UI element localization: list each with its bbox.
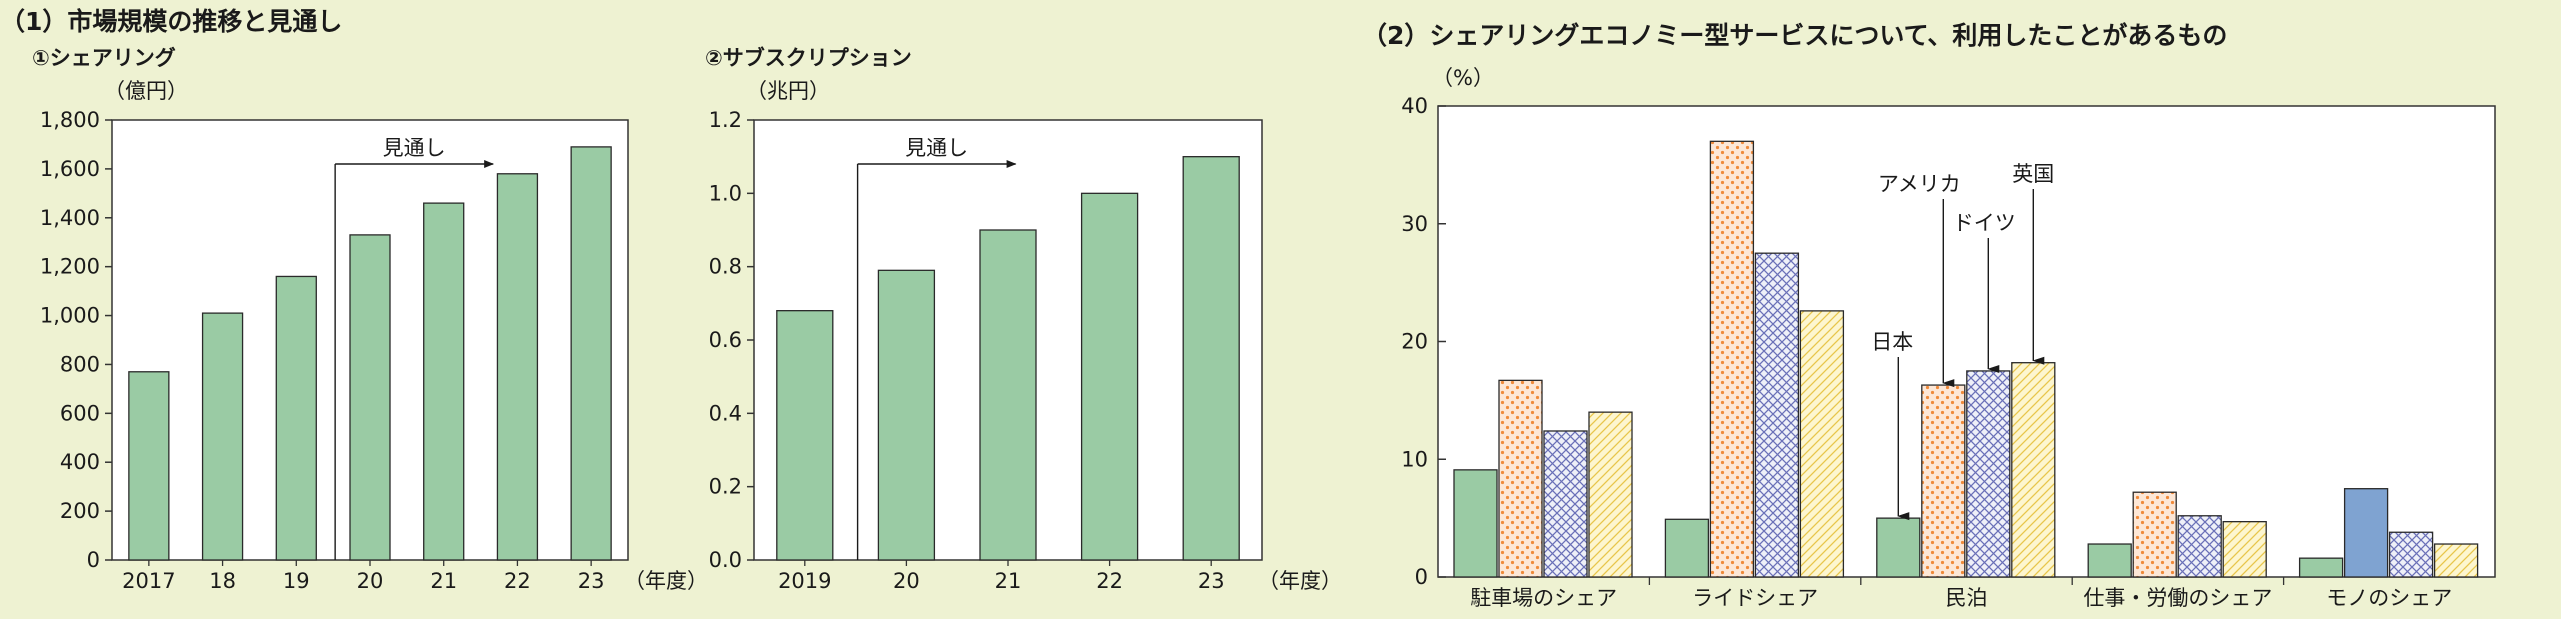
chart1-bar	[349, 234, 391, 561]
chart1-subtitle: ①シェアリング	[32, 46, 176, 70]
chart1-bar	[201, 312, 244, 561]
chart1-ytick-label: 1,000	[40, 304, 100, 328]
chart2-bar	[1182, 156, 1240, 561]
chart3-ytick-label: 10	[1401, 447, 1428, 471]
chart1-bar	[128, 371, 170, 561]
chart1-xtick-label: 20	[357, 569, 384, 593]
chart1-ytick-label: 800	[60, 352, 100, 376]
chart2-xtick-label: 22	[1096, 569, 1123, 593]
chart2-xtick-label: 21	[995, 569, 1022, 593]
chart3-bar-2	[2132, 491, 2177, 578]
chart3-ytick-label: 40	[1401, 94, 1428, 118]
chart3-ytick-label: 30	[1401, 212, 1428, 236]
chart1-ytick-label: 1,200	[40, 255, 100, 279]
section1-title: （1）市場規模の推移と見通し	[0, 7, 343, 36]
chart3-bar-3	[1754, 252, 1800, 578]
chart2-subtitle: ②サブスクリプション	[705, 46, 912, 70]
chart2-ytick-label: 1.2	[709, 108, 742, 132]
chart1-xunit-label: （年度）	[624, 569, 708, 593]
chart1-ytick-label: 0	[87, 548, 100, 572]
chart2-unit-label: （兆円）	[746, 79, 830, 103]
chart1-ytick-label: 1,600	[40, 157, 100, 181]
chart3-ytick-label: 20	[1401, 330, 1428, 354]
chart1-bar	[423, 202, 465, 561]
chart1-xtick-label: 19	[283, 569, 310, 593]
chart1-xtick-label: 2017	[122, 569, 175, 593]
chart3-bar-4	[2222, 521, 2267, 578]
chart2-xtick-label: 23	[1198, 569, 1225, 593]
chart2-forecast-label: 見通し	[905, 136, 968, 160]
chart3-bar-2	[1709, 140, 1755, 578]
chart3-bar-4	[2433, 543, 2479, 578]
chart1-ytick-label: 1,400	[40, 206, 100, 230]
section2-title: （2）シェアリングエコノミー型サービスについて、利用したことがあるもの	[1362, 21, 2228, 50]
chart3-series-label-2: アメリカ	[1878, 172, 1961, 196]
chart3-bar-3	[2177, 515, 2222, 578]
chart1-bar	[275, 275, 317, 561]
chart3-series-label-3: ドイツ	[1953, 211, 2016, 235]
chart3-xtick-label: ライドシェア	[1692, 586, 1818, 610]
chart3-bar-4	[1799, 310, 1845, 578]
chart1-xtick-label: 21	[430, 569, 457, 593]
chart3-bar-2	[1498, 379, 1543, 578]
chart3-bar-1	[1664, 518, 1710, 578]
chart2-xunit-label: （年度）	[1258, 569, 1342, 593]
chart3-bar-2	[2343, 488, 2389, 578]
chart2-ytick-label: 0.0	[709, 548, 742, 572]
chart1-xtick-label: 23	[578, 569, 605, 593]
chart2-bar	[1080, 192, 1139, 561]
chart1-unit-label: （億円）	[104, 79, 188, 103]
chart3-bar-4	[1588, 411, 1633, 578]
chart2-bar	[979, 229, 1037, 561]
chart3-xtick-label: モノのシェア	[2326, 586, 2452, 610]
chart1-bar	[570, 146, 612, 561]
chart3-xtick-label: 民泊	[1946, 586, 1988, 610]
chart3-bar-3	[2388, 531, 2434, 578]
chart3-bar-1	[2087, 543, 2132, 578]
chart2-ytick-label: 0.4	[709, 401, 742, 425]
chart3-bar-1	[2298, 557, 2344, 578]
chart2-bar	[776, 310, 834, 561]
chart1-ytick-label: 200	[60, 499, 100, 523]
chart1-forecast-label: 見通し	[383, 136, 446, 160]
chart3-unit-label: （%）	[1432, 66, 1494, 90]
chart3-xtick-label: 駐車場のシェア	[1470, 586, 1617, 610]
chart3-bar-1	[1876, 517, 1921, 578]
chart1-xtick-label: 18	[209, 569, 236, 593]
chart3-series-label-1: 日本	[1871, 330, 1913, 354]
chart3-bar-1	[1453, 469, 1498, 578]
chart3-series-label-4: 英国	[2012, 162, 2054, 186]
chart2-xtick-label: 2019	[778, 569, 831, 593]
chart3-bar-2	[1921, 384, 1966, 578]
chart1-ytick-label: 1,800	[40, 108, 100, 132]
chart1-ytick-label: 600	[60, 401, 100, 425]
chart3-bar-3	[1543, 430, 1588, 578]
chart2-bar	[877, 269, 936, 561]
chart3-bar-3	[1966, 370, 2011, 578]
chart2-ytick-label: 0.6	[709, 328, 742, 352]
chart1-ytick-label: 400	[60, 450, 100, 474]
chart2-ytick-label: 1.0	[709, 181, 742, 205]
chart2-xtick-label: 20	[893, 569, 920, 593]
chart1-xtick-label: 22	[504, 569, 531, 593]
chart3-bar-4	[2011, 362, 2056, 578]
chart2-ytick-label: 0.8	[709, 255, 742, 279]
chart2-ytick-label: 0.2	[709, 475, 742, 499]
chart1-bar	[496, 173, 539, 561]
chart3-ytick-label: 0	[1415, 565, 1428, 589]
chart3-xtick-label: 仕事・労働のシェア	[2083, 586, 2272, 610]
